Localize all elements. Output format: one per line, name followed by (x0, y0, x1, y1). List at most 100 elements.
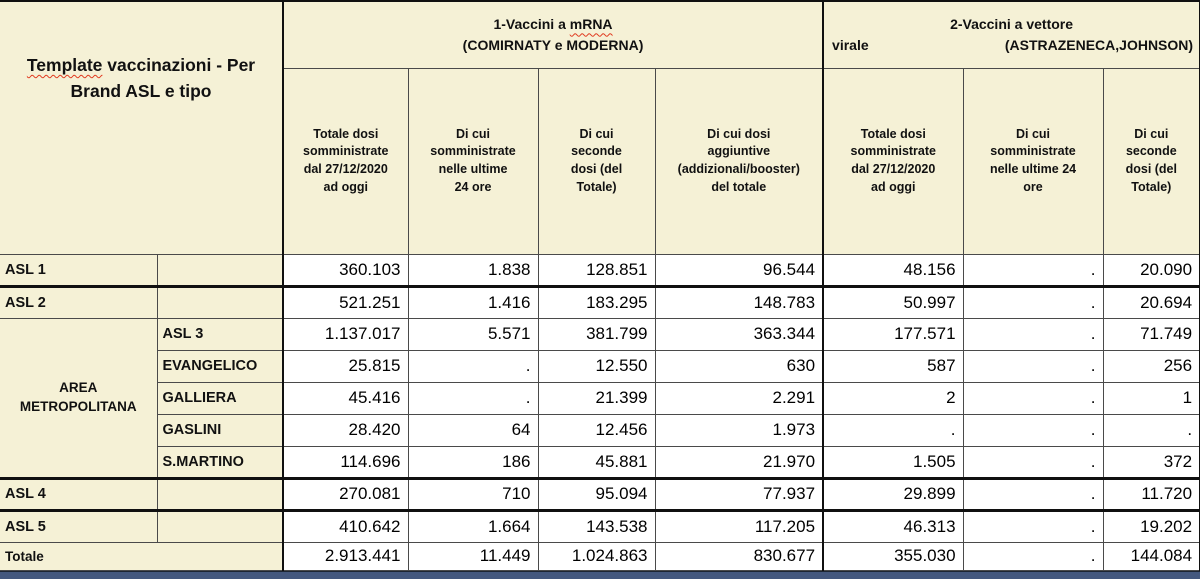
row-label[interactable]: ASL 2 (0, 286, 158, 319)
data-cell[interactable]: 50.997 (823, 286, 964, 319)
data-cell[interactable]: 21.399 (538, 382, 656, 415)
data-cell[interactable]: 48.156 (823, 254, 964, 288)
data-cell[interactable]: 360.103 (283, 254, 409, 288)
row-label[interactable]: ASL 1 (0, 254, 158, 288)
group-header-mrna[interactable]: 1-Vaccini a mRNA (COMIRNATY e MODERNA) (283, 1, 825, 69)
column-header-last24-viral[interactable]: Di cui somministrate nelle ultime 24 ore (963, 68, 1104, 255)
row-sublabel[interactable]: EVANGELICO (157, 350, 285, 383)
data-cell[interactable]: 2 (823, 382, 964, 415)
data-cell[interactable]: 372 (1103, 446, 1200, 480)
data-cell[interactable]: 710 (408, 478, 539, 512)
table-title-cell[interactable]: Template vaccinazioni - Per Brand ASL e … (0, 1, 285, 255)
data-cell[interactable]: . (963, 286, 1104, 319)
data-cell[interactable]: 25.815 (283, 350, 409, 383)
data-cell[interactable]: 20.694 (1103, 286, 1200, 319)
data-cell[interactable]: 1.505 (823, 446, 964, 480)
data-cell[interactable]: 186 (408, 446, 539, 480)
data-cell[interactable]: 381.799 (538, 318, 656, 351)
data-cell[interactable]: 117.205 (655, 510, 825, 543)
data-cell[interactable]: 2.913.441 (283, 542, 409, 571)
data-cell[interactable]: . (408, 382, 539, 415)
data-cell[interactable]: 1.024.863 (538, 542, 656, 571)
data-cell[interactable]: 630 (655, 350, 825, 383)
data-cell[interactable]: 144.084 (1103, 542, 1200, 571)
data-cell[interactable]: 1.664 (408, 510, 539, 543)
mrna-misspelled-word: mRNA (569, 16, 613, 33)
data-cell[interactable]: 64 (408, 414, 539, 447)
row-sublabel[interactable]: S.MARTINO (157, 446, 285, 480)
data-cell[interactable]: 2.291 (655, 382, 825, 415)
row-sublabel[interactable] (157, 510, 285, 543)
data-cell[interactable]: 1.416 (408, 286, 539, 319)
row-sublabel[interactable] (157, 286, 285, 319)
row-label[interactable]: ASL 5 (0, 510, 158, 543)
data-cell[interactable]: . (963, 542, 1104, 571)
row-group-label-area-metropolitana[interactable]: AREA METROPOLITANA (0, 318, 158, 480)
data-cell[interactable]: 270.081 (283, 478, 409, 512)
data-cell[interactable]: 5.571 (408, 318, 539, 351)
data-cell[interactable]: 77.937 (655, 478, 825, 512)
data-cell[interactable]: . (408, 350, 539, 383)
group-header-viral[interactable]: 2-Vaccini a vettore virale (ASTRAZENECA,… (823, 1, 1200, 69)
row-sublabel[interactable]: GALLIERA (157, 382, 285, 415)
data-cell[interactable]: 21.970 (655, 446, 825, 480)
data-cell[interactable]: 95.094 (538, 478, 656, 512)
data-cell[interactable]: 20.090 (1103, 254, 1200, 288)
data-cell[interactable]: 114.696 (283, 446, 409, 480)
row-label-total[interactable]: Totale (0, 542, 285, 571)
data-cell[interactable]: 521.251 (283, 286, 409, 319)
data-cell[interactable]: 256 (1103, 350, 1200, 383)
data-cell[interactable]: . (963, 350, 1104, 383)
column-header-second-viral[interactable]: Di cui seconde dosi (del Totale) (1103, 68, 1200, 255)
data-cell[interactable]: 71.749 (1103, 318, 1200, 351)
data-cell[interactable]: 355.030 (823, 542, 964, 571)
data-cell[interactable]: . (1103, 414, 1200, 447)
data-cell[interactable]: 143.538 (538, 510, 656, 543)
data-cell[interactable]: 28.420 (283, 414, 409, 447)
column-header-last24-mrna[interactable]: Di cui somministrate nelle ultime 24 ore (408, 68, 539, 255)
data-cell[interactable]: 148.783 (655, 286, 825, 319)
row-sublabel[interactable]: ASL 3 (157, 318, 285, 351)
data-cell[interactable]: 830.677 (655, 542, 825, 571)
data-cell[interactable]: 45.881 (538, 446, 656, 480)
data-cell[interactable]: 1 (1103, 382, 1200, 415)
data-cell[interactable]: . (963, 414, 1104, 447)
data-cell[interactable]: 1.838 (408, 254, 539, 288)
data-cell[interactable]: . (963, 382, 1104, 415)
data-cell[interactable]: . (963, 254, 1104, 288)
data-cell[interactable]: . (823, 414, 964, 447)
data-cell[interactable]: 96.544 (655, 254, 825, 288)
data-cell[interactable]: 183.295 (538, 286, 656, 319)
data-cell[interactable]: 11.720 (1103, 478, 1200, 512)
data-cell[interactable]: . (963, 510, 1104, 543)
data-cell[interactable]: 1.137.017 (283, 318, 409, 351)
data-cell[interactable]: 12.456 (538, 414, 656, 447)
column-header-total-mrna[interactable]: Totale dosi somministrate dal 27/12/2020… (283, 68, 409, 255)
data-cell[interactable]: 46.313 (823, 510, 964, 543)
data-cell[interactable]: 11.449 (408, 542, 539, 571)
data-cell[interactable]: . (963, 318, 1104, 351)
data-cell[interactable]: 19.202 (1103, 510, 1200, 543)
data-cell[interactable]: . (963, 478, 1104, 512)
data-cell[interactable]: 587 (823, 350, 964, 383)
data-cell[interactable]: 128.851 (538, 254, 656, 288)
data-cell[interactable]: 410.642 (283, 510, 409, 543)
column-header-second-mrna[interactable]: Di cui seconde dosi (del Totale) (538, 68, 656, 255)
table-row: GALLIERA 45.416 . 21.399 2.291 2 . 1 (0, 382, 1200, 415)
data-cell[interactable]: 363.344 (655, 318, 825, 351)
column-header-booster-mrna[interactable]: Di cui dosi aggiuntive (addizionali/boos… (655, 68, 825, 255)
row-label[interactable]: ASL 4 (0, 478, 158, 512)
data-cell[interactable]: 12.550 (538, 350, 656, 383)
column-header-total-viral[interactable]: Totale dosi somministrate dal 27/12/2020… (823, 68, 964, 255)
data-cell[interactable]: 1.973 (655, 414, 825, 447)
data-cell[interactable]: . (963, 446, 1104, 480)
column-header-row: Totale dosi somministrate dal 27/12/2020… (0, 68, 1200, 255)
table-row: AREA METROPOLITANA ASL 3 1.137.017 5.571… (0, 318, 1200, 480)
data-cell[interactable]: 45.416 (283, 382, 409, 415)
row-sublabel[interactable]: GASLINI (157, 414, 285, 447)
data-cell[interactable]: 177.571 (823, 318, 964, 351)
row-sublabel[interactable] (157, 478, 285, 512)
row-sublabel[interactable] (157, 254, 285, 288)
data-cell[interactable]: 29.899 (823, 478, 964, 512)
